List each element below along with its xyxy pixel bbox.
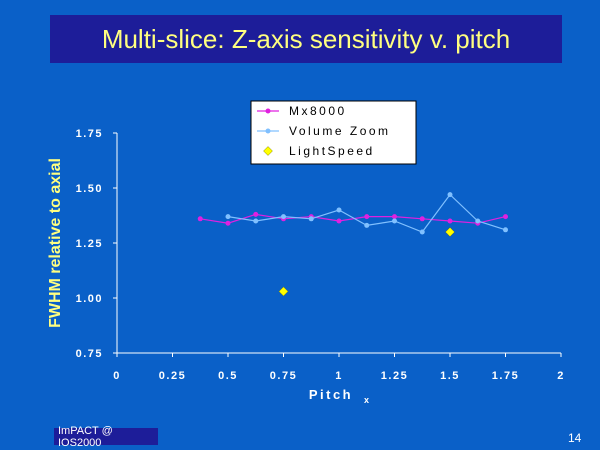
plot-area: 0.75 1.00 1.25 1.50 1.75 0 0.25 0.5 0.75 1 1.25 1.5… (47, 128, 565, 405)
y-tick-label: 1.25 (76, 238, 103, 250)
legend-swatch-marker (265, 128, 271, 134)
x-tick-label: 0.25 (159, 370, 186, 382)
data-point (475, 218, 481, 224)
footer-badge: ImPACT @ IOS2000 (54, 425, 158, 449)
data-point-diamond (445, 227, 455, 237)
data-point (392, 214, 397, 220)
y-axis-title: FWHM relative to axial (47, 158, 64, 328)
data-point (364, 222, 370, 228)
footer-text: ImPACT @ IOS2000 (58, 424, 113, 449)
data-point (447, 218, 453, 224)
legend-label: LightSpeed (289, 144, 375, 158)
x-tick-label: 0 (113, 370, 121, 382)
slide-title: Multi-slice: Z-axis sensitivity v. pitch (101, 23, 511, 54)
x-tick-label: 1.25 (381, 370, 408, 382)
data-point (392, 218, 397, 224)
chart: 0.75 1.00 1.25 1.50 1.75 0 0.25 0.5 0.75 1 1.25 1.5… (47, 100, 565, 405)
y-tick-label: 1.50 (76, 183, 103, 195)
data-point (419, 229, 425, 235)
x-tick-label: 0.75 (270, 370, 297, 382)
data-point (281, 214, 286, 220)
data-point (447, 192, 453, 198)
y-tick-label: 1.00 (76, 293, 103, 305)
legend-swatch-marker (263, 146, 273, 156)
x-axis-title: Pitch (309, 387, 353, 402)
y-tick-label: 0.75 (76, 348, 103, 360)
data-point (336, 218, 342, 224)
data-point-diamond (278, 286, 289, 297)
data-point (503, 227, 508, 233)
data-point (253, 218, 259, 224)
data-point (253, 211, 259, 217)
data-point (308, 216, 314, 222)
data-point (364, 214, 370, 220)
legend-label: Mx8000 (289, 104, 347, 118)
series-line-0 (200, 213, 506, 224)
x-tick-label: 0.5 (218, 370, 238, 382)
legend-swatch-marker (265, 108, 271, 114)
x-tick-label: 1 (335, 370, 343, 382)
data-point (197, 216, 203, 222)
x-tick-label: 2 (557, 370, 565, 382)
legend-label: Volume Zoom (289, 124, 391, 138)
data-point (419, 216, 425, 222)
x-tick-label: 1.75 (492, 370, 519, 382)
x-tick-label: 1.5 (440, 370, 460, 382)
data-point (225, 220, 231, 226)
data-point (336, 207, 342, 213)
title-bar: Multi-slice: Z-axis sensitivity v. pitch (50, 15, 562, 63)
y-tick-label: 1.75 (76, 128, 103, 140)
data-point (225, 214, 231, 220)
slide-number: 14 (568, 431, 582, 445)
x-axis-title-subscript: x (364, 395, 369, 405)
data-point (503, 214, 508, 220)
legend: Mx8000 Volume Zoom LightSpeed (250, 100, 417, 165)
